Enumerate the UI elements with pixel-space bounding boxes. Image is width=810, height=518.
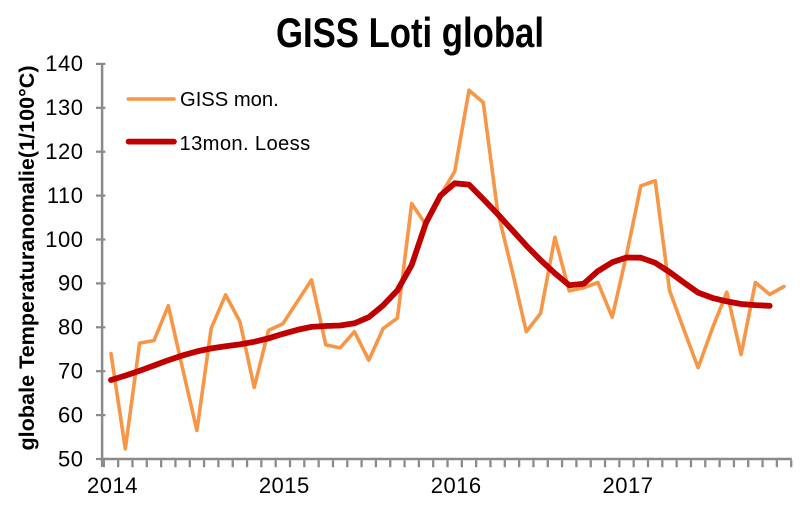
svg-text:110: 110 — [47, 183, 84, 208]
svg-text:2016: 2016 — [431, 473, 482, 498]
svg-text:globale Temperaturanomalie(1/1: globale Temperaturanomalie(1/100°C) — [14, 65, 39, 450]
svg-text:GISS Loti global: GISS Loti global — [276, 9, 544, 56]
svg-text:13mon. Loess: 13mon. Loess — [180, 133, 311, 155]
svg-text:100: 100 — [45, 227, 83, 252]
svg-text:140: 140 — [45, 51, 83, 76]
svg-text:60: 60 — [58, 402, 83, 427]
svg-text:2014: 2014 — [87, 473, 138, 498]
svg-text:80: 80 — [58, 315, 83, 340]
svg-text:130: 130 — [45, 95, 83, 120]
svg-text:50: 50 — [58, 446, 83, 471]
svg-text:2017: 2017 — [603, 473, 654, 498]
svg-text:120: 120 — [45, 139, 83, 164]
svg-text:70: 70 — [58, 359, 83, 384]
svg-text:2015: 2015 — [259, 473, 310, 498]
svg-text:90: 90 — [58, 271, 83, 296]
svg-text:GISS mon.: GISS mon. — [180, 89, 279, 111]
